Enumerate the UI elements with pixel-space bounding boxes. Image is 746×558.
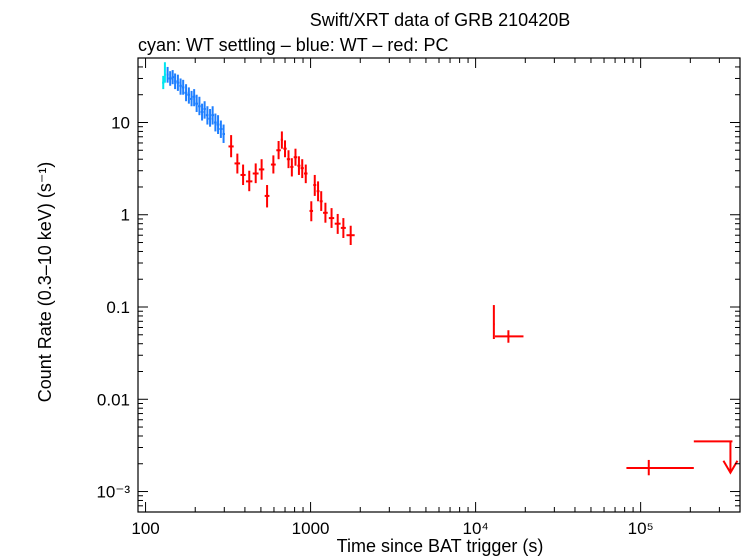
data-point: [283, 140, 287, 158]
data-point: [303, 164, 308, 184]
data-point: [280, 131, 283, 149]
data-point: [171, 70, 175, 85]
data-point: [319, 191, 323, 211]
data-point: [316, 181, 320, 202]
data-point: [328, 208, 335, 228]
data-point: [184, 84, 188, 102]
data-point: [214, 113, 217, 132]
data-point: [492, 305, 495, 340]
data-point: [179, 78, 182, 95]
data-point: [216, 115, 220, 135]
data-point: [190, 90, 193, 107]
x-tick-label: 1000: [292, 519, 330, 538]
x-axis-title: Time since BAT trigger (s): [337, 536, 544, 556]
series-pc: [228, 131, 739, 476]
data-point: [309, 201, 314, 222]
x-tick-label: 10⁴: [463, 519, 489, 538]
data-point: [208, 109, 212, 127]
data-point: [290, 158, 294, 177]
data-point: [264, 185, 270, 208]
y-tick-label: 0.01: [97, 390, 130, 409]
data-point: [234, 153, 241, 174]
data-point: [276, 141, 281, 160]
data-point: [258, 159, 265, 180]
data-point: [211, 106, 215, 125]
axis-ticks: 100 1000 10⁴ 10⁵ 10 1 0.1 0.01 10⁻³: [96, 57, 741, 538]
y-tick-label: 0.1: [106, 298, 130, 317]
x-tick-label: 10⁵: [628, 519, 654, 538]
data-point: [203, 101, 206, 119]
y-axis-title: Count Rate (0.3–10 keV) (s⁻¹): [35, 162, 55, 403]
data-point: [176, 74, 180, 91]
data-point: [181, 79, 185, 95]
data-point: [323, 202, 328, 223]
y-tick-label: 1: [121, 206, 130, 225]
data-point: [293, 148, 298, 166]
y-tick-label: 10: [111, 113, 130, 132]
data-point: [205, 106, 209, 125]
data-point: [166, 66, 169, 83]
data-point: [174, 73, 177, 90]
data-point: [297, 156, 301, 175]
data-point: [346, 225, 355, 246]
data-point: [195, 94, 199, 112]
data-point: [245, 170, 253, 192]
plot-area-border: [137, 57, 741, 513]
data-point: [626, 459, 694, 476]
data-point: [163, 62, 166, 83]
series-wt: [166, 66, 226, 143]
data-point: [228, 135, 234, 158]
data-point: [168, 71, 172, 86]
y-tick-label: 10⁻³: [96, 483, 130, 502]
chart-title: Swift/XRT data of GRB 210420B: [310, 10, 570, 30]
data-point: [192, 89, 196, 107]
chart-subtitle: cyan: WT settling – blue: WT – red: PC: [138, 35, 448, 55]
data-point: [198, 96, 201, 116]
data-point: [313, 174, 317, 196]
data-point: [222, 124, 226, 143]
data-point: [240, 164, 246, 186]
data-point: [340, 218, 346, 238]
data-point: [270, 155, 276, 174]
data-series: [162, 62, 739, 476]
data-point: [300, 159, 304, 179]
x-tick-label: 100: [131, 519, 159, 538]
data-point: [494, 330, 524, 343]
data-point: [334, 213, 341, 234]
series-wt-settling: [162, 62, 166, 90]
data-point: [286, 150, 291, 169]
data-point: [219, 120, 223, 138]
upper-limit-arrow: [693, 440, 739, 475]
data-point: [252, 163, 259, 184]
data-point: [200, 103, 204, 121]
data-point: [187, 87, 191, 104]
plot-frame: [137, 57, 741, 513]
